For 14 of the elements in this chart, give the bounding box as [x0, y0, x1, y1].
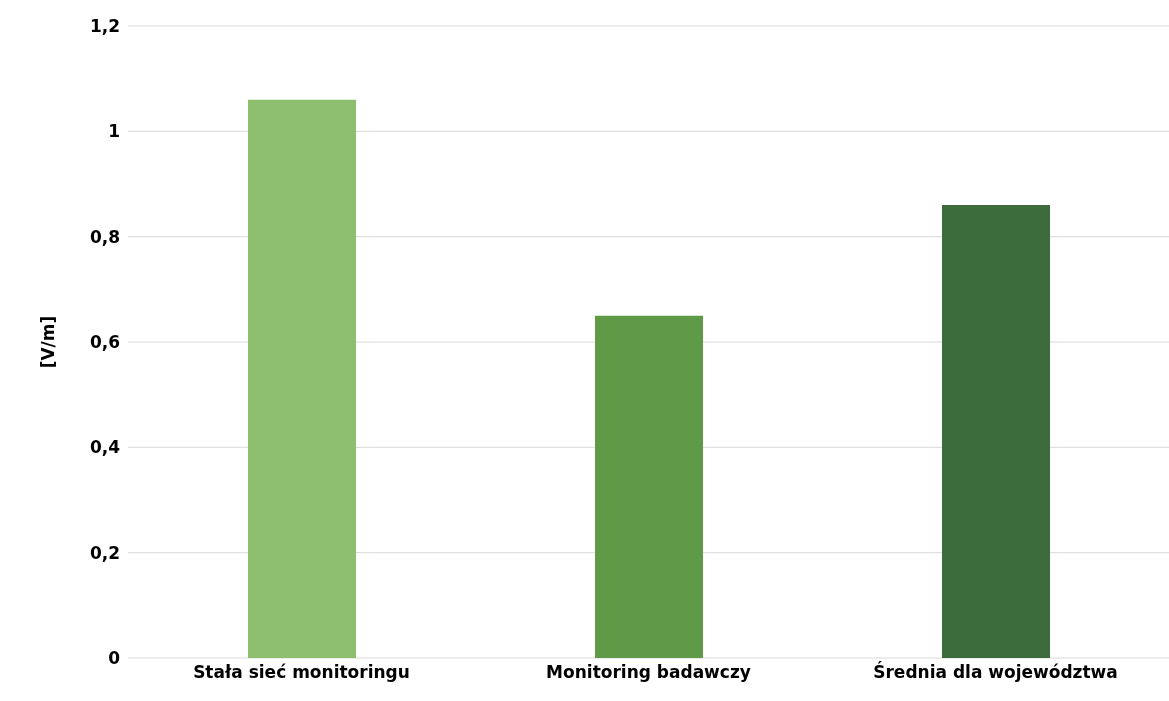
- y-tick-label: 0,2: [89, 542, 120, 563]
- y-tick-label: 1: [108, 121, 120, 142]
- bar: [248, 99, 356, 658]
- y-tick-label: 0,4: [89, 437, 121, 458]
- y-tick-label: 0: [108, 648, 121, 669]
- x-tick-label: Stała sieć monitoringu: [193, 662, 410, 683]
- y-axis-title: [V/m]: [38, 315, 59, 369]
- y-tick-label: 1,2: [89, 16, 120, 37]
- y-tick-label: 0,6: [89, 332, 120, 353]
- y-tick-label: 0,8: [89, 226, 120, 247]
- x-tick-label: Średnia dla województwa: [873, 661, 1118, 683]
- bar: [942, 205, 1050, 658]
- x-tick-label: Monitoring badawczy: [546, 662, 751, 683]
- bar: [595, 315, 703, 658]
